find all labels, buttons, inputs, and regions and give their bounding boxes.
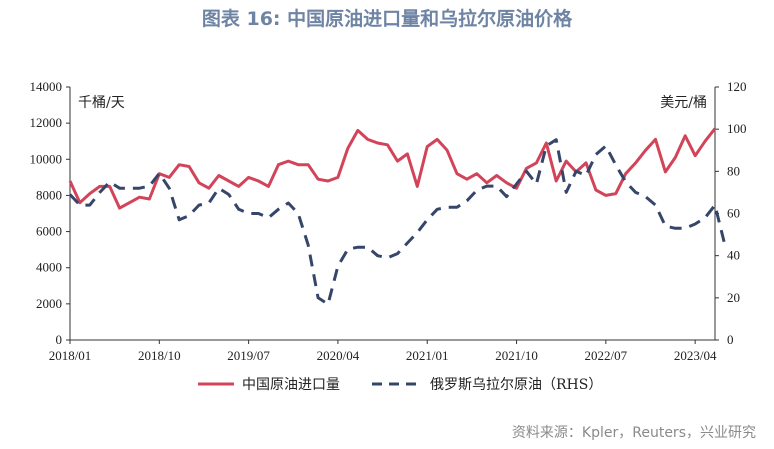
y-left-tick-label: 10000 <box>30 151 63 166</box>
y-right-tick-label: 0 <box>727 332 734 347</box>
series-line-1 <box>68 138 727 306</box>
y-right-tick-label: 80 <box>727 163 740 178</box>
y-right-tick-label: 20 <box>727 290 740 305</box>
x-tick-label: 2018/10 <box>138 348 181 363</box>
chart-title: 图表 16: 中国原油进口量和乌拉尔原油价格 <box>201 8 573 30</box>
y-right-tick-label: 60 <box>727 206 740 221</box>
series-lines <box>68 127 727 306</box>
x-tick-label: 2020/04 <box>317 348 360 363</box>
y-left-tick-label: 4000 <box>36 260 62 275</box>
x-tick-label: 2021/01 <box>406 348 449 363</box>
y-right-tick-label: 40 <box>727 248 740 263</box>
y-right-tick-label: 100 <box>727 121 747 136</box>
source-note: 资料来源：Kpler，Reuters，兴业研究 <box>511 425 756 441</box>
y-left-tick-label: 12000 <box>30 115 63 130</box>
y-left-unit-label: 千桶/天 <box>78 95 125 111</box>
x-tick-label: 2019/07 <box>227 348 270 363</box>
y-right-unit-label: 美元/桶 <box>660 95 707 111</box>
axes: 0 2000 4000 6000 8000 10000 12000 14000 0 20 40 60 8… <box>30 79 747 363</box>
y-right-tick-label: 120 <box>727 79 747 94</box>
y-left-tick-label: 2000 <box>36 296 62 311</box>
x-tick-label: 2018/01 <box>49 348 92 363</box>
x-tick-label: 2021/10 <box>495 348 538 363</box>
legend-label-0: 中国原油进口量 <box>242 377 340 393</box>
y-left-tick-label: 6000 <box>36 224 62 239</box>
x-tick-label: 2022/07 <box>585 348 628 363</box>
y-left-tick-label: 0 <box>56 332 63 347</box>
legend-label-1: 俄罗斯乌拉尔原油（RHS） <box>430 377 602 393</box>
x-tick-label: 2023/04 <box>674 348 717 363</box>
legend: 中国原油进口量 俄罗斯乌拉尔原油（RHS） <box>198 377 602 393</box>
y-left-tick-label: 8000 <box>36 187 62 202</box>
y-left-tick-label: 14000 <box>30 79 63 94</box>
series-line-0 <box>68 127 717 210</box>
